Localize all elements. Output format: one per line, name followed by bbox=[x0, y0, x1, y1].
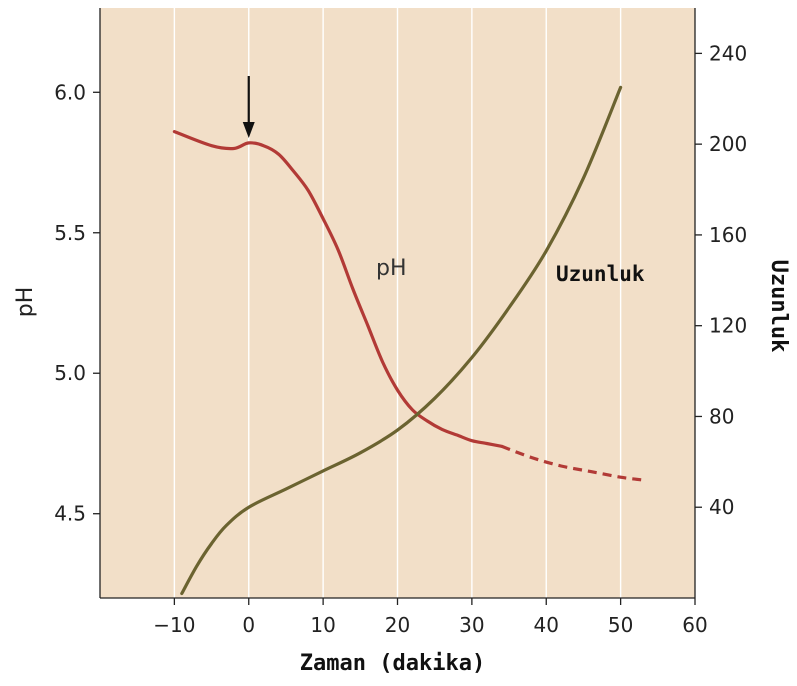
x-axis-title: Zaman (dakika) bbox=[300, 651, 485, 676]
x-ticks: −10 0 10 20 30 40 50 60 bbox=[153, 598, 708, 637]
arrow-head bbox=[242, 122, 255, 138]
series-group bbox=[172, 85, 644, 596]
y-right-tick-label: 200 bbox=[709, 132, 747, 156]
uzunluk-series-line bbox=[180, 85, 623, 596]
x-tick-label: 10 bbox=[310, 613, 335, 637]
y-left-axis-title: pH bbox=[13, 287, 38, 318]
y-left-tick-label: 6.0 bbox=[54, 80, 86, 104]
x-tick-label: 0 bbox=[242, 613, 255, 637]
x-tick-label: 30 bbox=[459, 613, 484, 637]
y-right-axis-title: Uzunluk bbox=[766, 260, 791, 353]
y-left-tick-label: 5.0 bbox=[54, 361, 86, 385]
x-tick-label: 60 bbox=[682, 613, 707, 637]
y-left-ticks: 4.5 5.0 5.5 6.0 bbox=[54, 80, 100, 526]
y-left-tick-label: 5.5 bbox=[54, 221, 86, 245]
y-right-tick-label: 120 bbox=[709, 314, 747, 338]
uzunluk-series-label: Uzunluk bbox=[556, 262, 645, 286]
y-right-tick-label: 240 bbox=[709, 41, 747, 65]
y-right-tick-label: 160 bbox=[709, 223, 747, 247]
ph-series-dashed-extension bbox=[501, 444, 644, 482]
x-tick-label: −10 bbox=[153, 613, 195, 637]
ph-series-label: pH bbox=[376, 256, 407, 281]
x-tick-label: 40 bbox=[534, 613, 559, 637]
x-tick-label: 50 bbox=[608, 613, 633, 637]
y-right-tick-label: 40 bbox=[709, 495, 734, 519]
annotations bbox=[242, 76, 255, 138]
y-right-ticks: 40 80 120 160 200 240 bbox=[695, 41, 747, 519]
ph-series-line bbox=[172, 130, 504, 448]
y-left-tick-label: 4.5 bbox=[54, 502, 86, 526]
y-right-tick-label: 80 bbox=[709, 404, 734, 428]
x-tick-label: 20 bbox=[385, 613, 410, 637]
